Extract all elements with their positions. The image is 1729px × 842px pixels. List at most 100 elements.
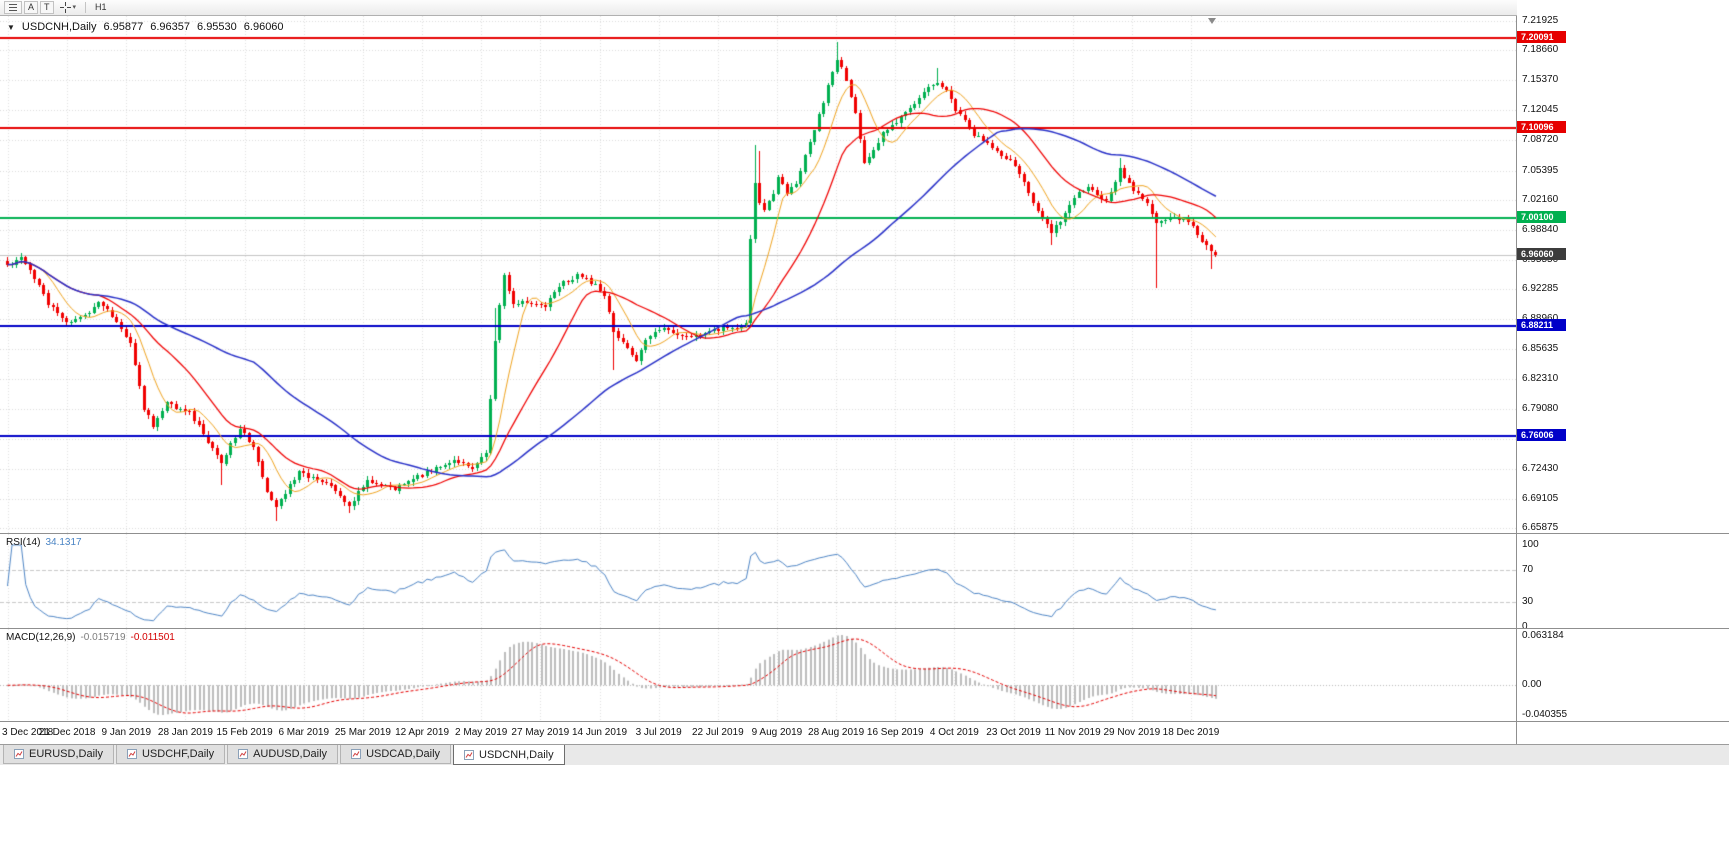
ohlc-open: 6.95877 bbox=[103, 21, 144, 33]
date-axis-label: 4 Oct 2019 bbox=[929, 727, 979, 738]
chevron-down-icon: ▾ bbox=[72, 4, 77, 11]
chart-tab-label: USDCHF,Daily bbox=[141, 748, 215, 760]
date-axis-label: 18 Dec 2019 bbox=[1162, 727, 1220, 738]
date-axis-label: 14 Jun 2019 bbox=[571, 727, 628, 738]
date-axis-label: 29 Nov 2019 bbox=[1103, 727, 1161, 738]
price-level-tag: 7.20091 bbox=[1517, 30, 1566, 43]
rsi-axis-label: 30 bbox=[1522, 596, 1534, 608]
menu-icon bbox=[9, 4, 17, 11]
macd-indicator-label: MACD(12,26,9) -0.015719 -0.011501 bbox=[6, 632, 175, 643]
chart-tab-label: USDCAD,Daily bbox=[366, 748, 441, 760]
price-axis-label: 6.65875 bbox=[1522, 522, 1559, 534]
rsi-name: RSI(14) bbox=[6, 537, 41, 548]
chart-tab-label: USDCNH,Daily bbox=[479, 748, 554, 761]
macd-axis-label: -0.040355 bbox=[1522, 709, 1568, 720]
chart-tab-icon bbox=[14, 749, 24, 759]
price-axis-label: 6.88960 bbox=[1522, 313, 1558, 325]
chart-ohlc-overlay: ▼ USDCNH,Daily 6.95877 6.96357 6.95530 6… bbox=[7, 21, 284, 33]
chart-tab-audusd[interactable]: AUDUSD,Daily bbox=[227, 745, 339, 764]
date-axis-label: 12 Apr 2019 bbox=[395, 727, 450, 738]
price-axis[interactable]: 7.21925 7.18660 7.15370 7.12045 7.08720 7.053… bbox=[1517, 0, 1729, 744]
crosshair-tool-button[interactable]: ▾ bbox=[56, 1, 81, 14]
toolbar-separator bbox=[85, 2, 87, 13]
chart-tab-usdchf[interactable]: USDCHF,Daily bbox=[115, 745, 226, 764]
price-level-tag: 6.88211 bbox=[1517, 319, 1566, 332]
timeframe-button-h1[interactable]: H1 bbox=[91, 1, 111, 14]
price-axis-label: 7.18660 bbox=[1522, 44, 1559, 56]
price-axis-label: 7.05395 bbox=[1522, 164, 1559, 176]
axis-separator bbox=[1516, 16, 1517, 744]
chart-tab-icon bbox=[126, 749, 137, 759]
price-level-tag: 7.10096 bbox=[1517, 120, 1566, 133]
rsi-value: 34.1317 bbox=[45, 537, 82, 548]
ohlc-high: 6.96357 bbox=[150, 21, 191, 33]
chart-shift-marker[interactable] bbox=[1208, 18, 1216, 24]
date-axis-label: 3 Jul 2019 bbox=[635, 727, 682, 738]
rsi-axis-label: 70 bbox=[1522, 563, 1534, 575]
chart-tab-icon bbox=[238, 749, 249, 759]
date-axis-label: 28 Jan 2019 bbox=[157, 727, 213, 738]
price-axis-label: 6.72430 bbox=[1522, 462, 1559, 474]
date-axis-label: 28 Aug 2019 bbox=[808, 727, 865, 738]
price-axis-label: 6.92285 bbox=[1522, 283, 1559, 295]
date-axis-label: 15 Feb 2019 bbox=[216, 727, 273, 738]
text-tool-button[interactable]: T bbox=[40, 1, 54, 14]
chart-tab-usdcnh[interactable]: USDCNH,Daily bbox=[453, 745, 565, 765]
rsi-axis-label: 100 bbox=[1522, 539, 1539, 550]
macd-name: MACD(12,26,9) bbox=[6, 632, 76, 643]
candlestick-chart-canvas[interactable] bbox=[0, 16, 1516, 533]
price-level-tag: 7.00100 bbox=[1517, 211, 1566, 224]
date-axis-label: 2 May 2019 bbox=[455, 727, 508, 738]
ohlc-close: 6.96060 bbox=[243, 21, 284, 33]
date-axis-label: 27 May 2019 bbox=[511, 727, 570, 738]
date-axis-label: 25 Mar 2019 bbox=[334, 727, 391, 738]
panel-divider bbox=[0, 628, 1729, 629]
rsi-panel-canvas[interactable] bbox=[0, 534, 1516, 628]
price-axis-label: 6.85635 bbox=[1522, 343, 1559, 355]
date-axis-label: 22 Jul 2019 bbox=[691, 727, 744, 738]
price-level-tag: 6.76006 bbox=[1517, 429, 1566, 442]
price-axis-label: 6.82310 bbox=[1522, 373, 1559, 385]
price-axis-label: 7.15370 bbox=[1522, 74, 1559, 86]
chart-symbol-label: USDCNH,Daily bbox=[21, 21, 97, 33]
menu-button[interactable] bbox=[4, 1, 22, 14]
date-axis-label: 9 Aug 2019 bbox=[751, 727, 803, 738]
toolbar: A T ▾ M1M5M15M30H1H4D1W1MN bbox=[0, 0, 1729, 64]
macd-axis-label: 0.063184 bbox=[1522, 630, 1564, 641]
date-axis-label: 21 Dec 2018 bbox=[38, 727, 96, 738]
chart-tab-label: EURUSD,Daily bbox=[29, 748, 103, 760]
date-axis-label: 11 Nov 2019 bbox=[1044, 727, 1101, 738]
rsi-indicator-label: RSI(14) 34.1317 bbox=[6, 537, 82, 548]
symbol-dropdown-icon[interactable]: ▼ bbox=[7, 22, 15, 32]
price-axis-label: 6.98840 bbox=[1522, 223, 1559, 235]
price-axis-label: 6.79080 bbox=[1522, 402, 1559, 414]
chart-tab-icon bbox=[351, 749, 362, 759]
macd-axis-label: 0.00 bbox=[1522, 679, 1542, 691]
panel-divider bbox=[0, 533, 1729, 534]
macd-signal-value: -0.011501 bbox=[130, 632, 175, 643]
date-axis-label: 3 Dec 2018 bbox=[2, 727, 54, 738]
price-axis-label: 7.12045 bbox=[1522, 104, 1559, 116]
rsi-axis-label: 0 bbox=[1522, 621, 1528, 632]
current-price-tag: 6.96060 bbox=[1517, 248, 1566, 260]
date-axis[interactable]: 3 Dec 2018 21 Dec 2018 9 Jan 2019 28 Jan 20… bbox=[0, 722, 1516, 744]
chart-tab-icon bbox=[464, 749, 475, 760]
annotation-tool-button[interactable]: A bbox=[24, 1, 39, 14]
date-axis-label: 9 Jan 2019 bbox=[101, 727, 152, 738]
panel-divider bbox=[0, 721, 1729, 722]
chart-tab-eurusd[interactable]: EURUSD,Daily bbox=[3, 745, 114, 764]
macd-main-value: -0.015719 bbox=[80, 632, 126, 643]
crosshair-icon bbox=[59, 2, 71, 13]
ohlc-low: 6.95530 bbox=[197, 21, 237, 33]
chart-tab-usdcad[interactable]: USDCAD,Daily bbox=[340, 745, 452, 764]
price-axis-label: 6.69105 bbox=[1522, 492, 1559, 504]
date-axis-label: 23 Oct 2019 bbox=[986, 727, 1041, 738]
date-axis-label: 6 Mar 2019 bbox=[278, 727, 330, 738]
chart-tab-bar: EURUSD,Daily USDCHF,Daily AUDUSD,Daily USDC… bbox=[0, 744, 1729, 765]
price-axis-label: 7.02160 bbox=[1522, 193, 1559, 205]
macd-panel-canvas[interactable] bbox=[0, 629, 1516, 721]
price-axis-label: 7.08720 bbox=[1522, 134, 1559, 146]
date-axis-label: 16 Sep 2019 bbox=[866, 727, 924, 738]
chart-tab-label: AUDUSD,Daily bbox=[253, 748, 328, 760]
price-axis-label: 7.21925 bbox=[1522, 14, 1559, 26]
